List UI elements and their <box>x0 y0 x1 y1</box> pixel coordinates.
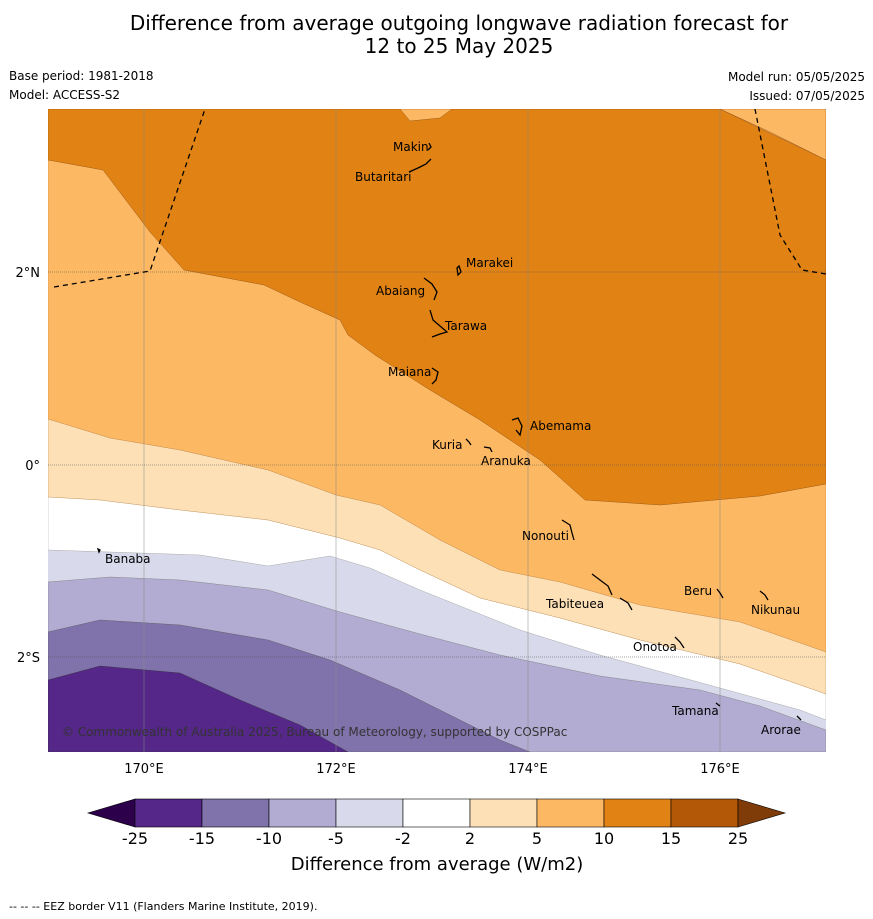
makin-outline <box>427 142 432 151</box>
label-nikunau: Nikunau <box>751 603 800 617</box>
label-kuria: Kuria <box>432 438 463 452</box>
colorbar-tick-label: -10 <box>256 829 282 848</box>
label-nonouti: Nonouti <box>522 529 569 543</box>
x-tick-170e: 170°E <box>124 762 164 777</box>
colorbar: -25 -15 -10 -5 -2 2 5 10 15 25 <box>86 798 787 848</box>
colorbar-swatch <box>469 798 538 828</box>
colorbar-swatch <box>603 798 672 828</box>
label-tamana: Tamana <box>671 704 719 718</box>
colorbar-title: Difference from average (W/m2) <box>291 854 583 875</box>
label-tarawa: Tarawa <box>444 319 487 333</box>
colorbar-tick-label: -25 <box>122 829 148 848</box>
colorbar-swatch <box>402 798 471 828</box>
label-abemama: Abemama <box>530 419 591 433</box>
band-dark-orange <box>48 109 826 506</box>
place-labels: Makin Butaritari Marakei Abaiang Tarawa … <box>105 140 801 737</box>
colorbar-extend-min <box>86 798 136 828</box>
colorbar-swatch <box>335 798 404 828</box>
aranuka-outline <box>483 446 493 453</box>
label-arorae: Arorae <box>761 723 801 737</box>
kuria-outline <box>465 438 472 446</box>
label-tabiteuea: Tabiteuea <box>545 597 604 611</box>
model-name: Model: ACCESS-S2 <box>9 88 121 102</box>
colorbar-extend-max <box>737 798 787 828</box>
colorbar-tick-label: -2 <box>395 829 411 848</box>
band-dark-purple <box>48 665 349 752</box>
x-axis-labels: 170°E 172°E 174°E 176°E <box>124 762 740 777</box>
colorbar-swatch <box>268 798 337 828</box>
label-marakei: Marakei <box>466 256 513 270</box>
abaiang-outline <box>423 277 438 301</box>
label-beru: Beru <box>684 584 712 598</box>
band-mid-orange-top-center <box>399 109 453 122</box>
model-run: Model run: 05/05/2025 <box>727 70 865 84</box>
y-tick-2s: 2°S <box>17 651 40 666</box>
onotoa-outline <box>674 636 685 649</box>
y-axis-labels: 2°N 0° 2°S <box>16 266 41 666</box>
label-aranuka: Aranuka <box>481 454 531 468</box>
map-title: Difference from average outgoing longwav… <box>0 12 873 58</box>
colorbar-tick-label: 25 <box>728 829 748 848</box>
eez-border <box>53 109 826 288</box>
colorbar-tick-label: 5 <box>532 829 542 848</box>
colorbar-swatch <box>134 798 203 828</box>
colorbar-swatch <box>536 798 605 828</box>
gridlines <box>48 109 826 752</box>
nonouti-outline <box>561 519 575 541</box>
beru-outline <box>716 588 724 599</box>
colorbar-tick-label: 2 <box>465 829 475 848</box>
butaritari-outline <box>408 158 432 173</box>
colorbar-tick-label: 10 <box>594 829 614 848</box>
tamana-outline <box>715 702 721 707</box>
x-tick-174e: 174°E <box>508 762 548 777</box>
title-line-2: 12 to 25 May 2025 <box>364 34 554 58</box>
colorbar-swatch <box>670 798 739 828</box>
map-area[interactable]: Makin Butaritari Marakei Abaiang Tarawa … <box>48 109 826 752</box>
island-outlines <box>96 142 802 721</box>
x-tick-172e: 172°E <box>316 762 356 777</box>
base-period: Base period: 1981-2018 <box>9 69 154 83</box>
label-makin: Makin <box>393 140 429 154</box>
band-mid-orange-top-right <box>719 109 826 161</box>
y-tick-0: 0° <box>25 459 40 474</box>
issued-date: Issued: 07/05/2025 <box>749 89 865 103</box>
y-tick-2n: 2°N <box>16 266 41 281</box>
colorbar-tick-label: -5 <box>328 829 344 848</box>
marakei-outline <box>456 264 462 277</box>
footnote: -- -- -- EEZ border V11 (Flanders Marine… <box>9 900 318 913</box>
label-butaritari: Butaritari <box>355 170 412 184</box>
metadata-right: Model run: 05/05/2025 Issued: 07/05/2025 <box>728 70 865 108</box>
colorbar-tick-label: 15 <box>661 829 681 848</box>
maiana-outline <box>431 367 439 385</box>
label-banaba: Banaba <box>105 552 151 566</box>
tarawa-outline <box>429 309 449 338</box>
label-maiana: Maiana <box>388 365 431 379</box>
label-abaiang: Abaiang <box>376 284 425 298</box>
nikunau-outline <box>759 590 769 601</box>
colorbar-swatch <box>201 798 270 828</box>
metadata-left: Base period: 1981-2018 Model: ACCESS-S2 <box>9 69 154 107</box>
copyright-notice: © Commonwealth of Australia 2025, Bureau… <box>62 725 567 739</box>
tabiteuea-south-outline <box>619 597 633 611</box>
banaba-outline <box>96 547 101 554</box>
colorbar-tick-label: -15 <box>189 829 215 848</box>
arorae-outline <box>796 715 802 721</box>
title-line-1: Difference from average outgoing longwav… <box>129 11 789 35</box>
abemama-outline <box>511 417 523 437</box>
tabiteuea-outline <box>591 573 613 596</box>
label-onotoa: Onotoa <box>633 640 677 654</box>
x-tick-176e: 176°E <box>700 762 740 777</box>
